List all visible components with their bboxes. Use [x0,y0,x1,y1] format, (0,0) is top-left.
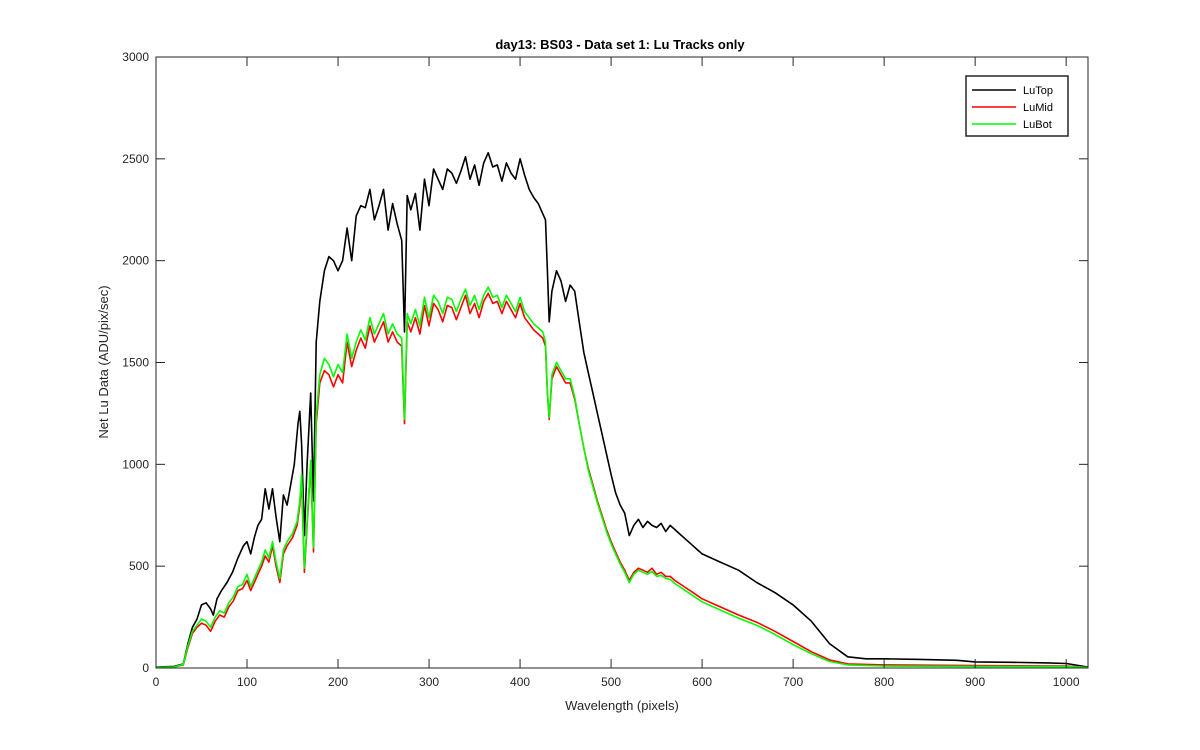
y-tick-label: 1500 [122,356,149,370]
series-line-lumid [155,292,1089,669]
x-tick-label: 0 [153,675,160,689]
y-tick-label: 2500 [122,152,149,166]
legend-entries: LuTop LuMid LuBot [972,85,1053,131]
legend: LuTop LuMid LuBot [965,75,1069,137]
x-tick-label: 500 [601,675,621,689]
x-tick-label: 800 [874,675,894,689]
x-tick-label: 400 [510,675,530,689]
chart-title: day13: BS03 - Data set 1: Lu Tracks only [495,37,745,52]
y-axis-label: Net Lu Data (ADU/pix/sec) [96,285,111,438]
x-tick-label: 600 [692,675,712,689]
legend-label-lubot: LuBot [1023,119,1052,131]
y-tick-label: 500 [129,559,149,573]
y-tick-label: 2000 [122,254,149,268]
x-tick-label: 900 [965,675,985,689]
series-line-lubot [155,286,1089,669]
x-tick-label: 100 [237,675,257,689]
x-tick-label: 700 [783,675,803,689]
x-tick-label: 1000 [1053,675,1080,689]
legend-label-lutop: LuTop [1023,85,1053,97]
y-tick-label: 0 [142,661,149,675]
x-tick-label: 300 [419,675,439,689]
y-tick-label: 3000 [122,50,149,64]
legend-box [965,75,1069,137]
tick-layer: 0 100 200 300 400 500 600 700 800 900 1000 0 500 1000… [122,50,1088,689]
series-layer [155,151,1089,669]
x-axis-label: Wavelength (pixels) [565,698,679,713]
series-line-lutop [155,151,1089,668]
axes-box [155,56,1089,669]
legend-label-lumid: LuMid [1023,102,1053,114]
y-tick-label: 1000 [122,457,149,471]
plot-area [156,57,1088,668]
x-tick-label: 200 [328,675,348,689]
